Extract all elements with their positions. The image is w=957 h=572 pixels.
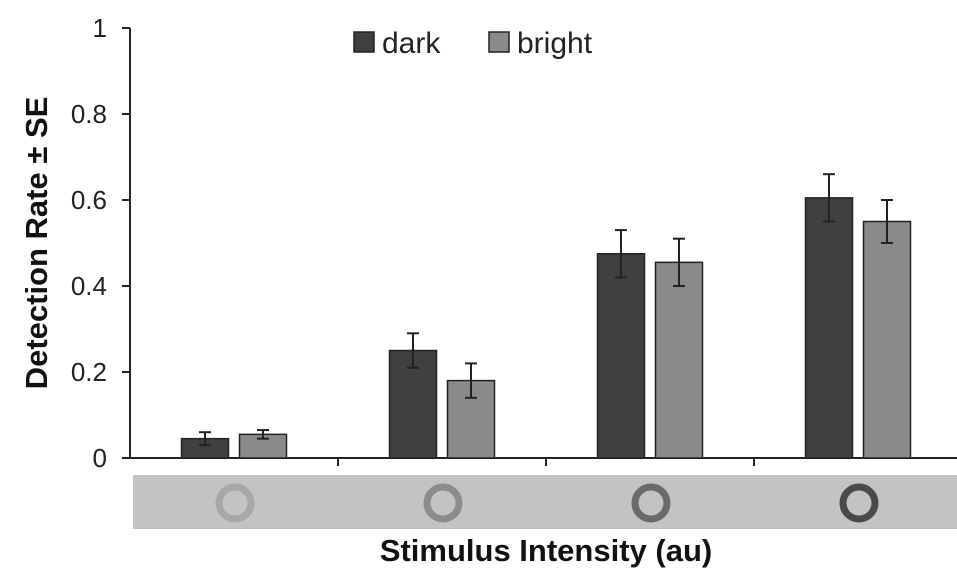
legend-label-dark: dark	[382, 27, 441, 60]
stimulus-ring-icon	[423, 483, 463, 523]
bar-bright	[862, 220, 912, 459]
y-axis-title: Detection Rate ± SE	[19, 97, 54, 390]
legend-swatch-bright	[488, 31, 510, 53]
bar-dark	[596, 253, 646, 459]
y-tick-label: 0.6	[71, 185, 107, 215]
bar-bright	[654, 261, 704, 459]
bars	[180, 197, 912, 459]
x-axis-title: Stimulus Intensity (au)	[380, 533, 712, 568]
y-tick-label: 0.4	[71, 271, 107, 301]
y-tick-label: 0	[93, 443, 107, 473]
stimulus-strip-background	[133, 475, 957, 529]
axis-ticks	[122, 27, 755, 466]
stimulus-strip	[133, 475, 957, 529]
legend-swatch-dark	[353, 31, 375, 53]
y-tick-labels: 0 0.2 0.4 0.6 0.8 1	[71, 13, 107, 473]
stimulus-ring-icon	[631, 483, 671, 523]
y-tick-label: 0.2	[71, 357, 107, 387]
error-bars	[199, 173, 893, 447]
y-tick-label: 0.8	[71, 99, 107, 129]
legend-label-bright: bright	[517, 27, 593, 60]
bar-dark	[804, 197, 854, 459]
legend: dark bright	[353, 27, 593, 60]
y-tick-label: 1	[93, 13, 107, 43]
bar-bright	[446, 379, 496, 459]
bar-dark	[388, 349, 438, 459]
stimulus-ring-icon	[215, 483, 255, 523]
stimulus-ring-icon	[839, 483, 879, 523]
